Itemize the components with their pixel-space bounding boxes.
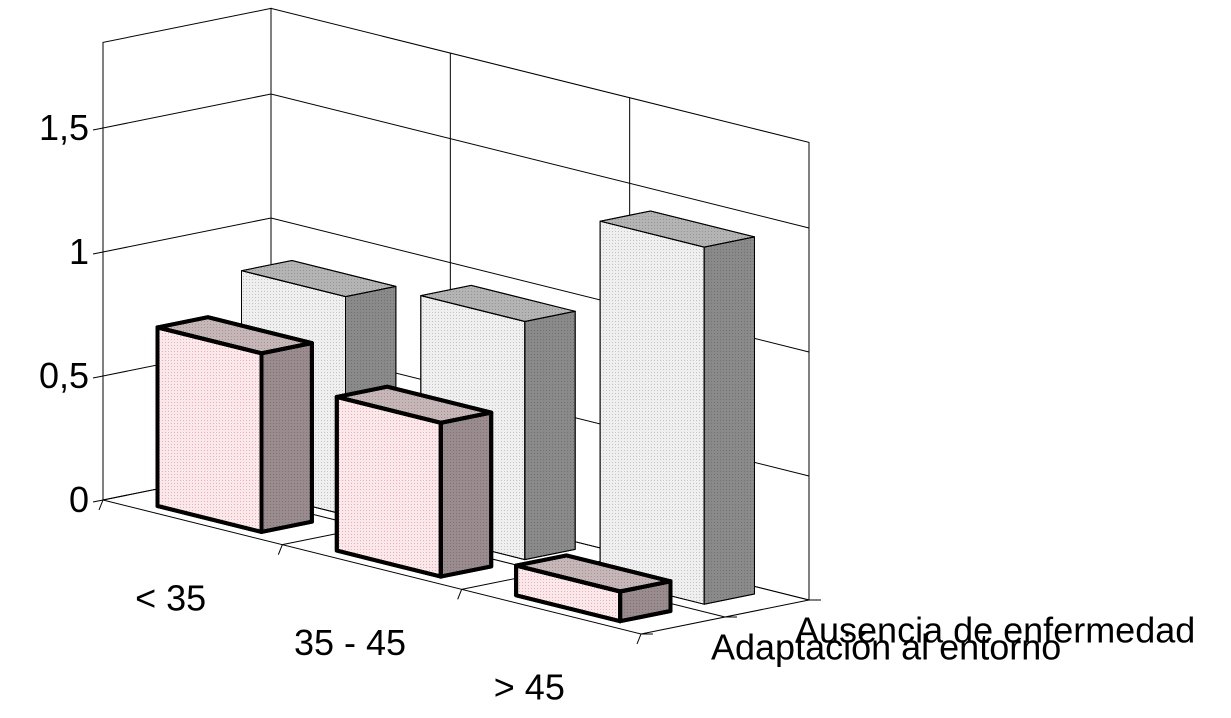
- bar-adaptacion: [334, 384, 494, 579]
- series-label: Adaptación al entorno: [711, 627, 1061, 668]
- bar-side-texture: [704, 236, 755, 605]
- bar-top-texture: [600, 211, 755, 248]
- bar-top-texture: [516, 555, 671, 592]
- y-axis-tick-labels: 0 0,5 1 1,5: [39, 107, 89, 520]
- bar-top-outline: [334, 384, 494, 425]
- y-tick-mark: [92, 127, 104, 131]
- x-axis-line: [102, 499, 642, 635]
- bar-top-outline: [420, 284, 576, 322]
- bar-front-texture: [600, 221, 705, 605]
- bar-front-texture: [516, 565, 621, 622]
- bar-top-texture: [336, 386, 492, 423]
- bar-top-texture: [157, 317, 312, 354]
- x-tick-mark: [98, 499, 104, 511]
- bar-side-texture: [261, 343, 312, 532]
- x-tick-mark: [457, 589, 463, 600]
- bar-front-texture: [157, 327, 262, 532]
- y-tick-label: 0: [69, 479, 89, 520]
- y-tick-label: 0,5: [39, 355, 89, 396]
- chart-axes: [92, 127, 821, 645]
- bar-top-outline: [599, 210, 755, 248]
- x-tick-mark: [636, 633, 642, 645]
- bar-front-texture: [336, 396, 441, 577]
- bar-top-outline: [155, 315, 314, 356]
- bar-side-texture: [620, 581, 671, 622]
- bar-top-texture: [241, 260, 396, 297]
- bar-ausencia: [599, 210, 755, 605]
- series-label: Ausencia de enfermedad: [795, 610, 1195, 651]
- y-tick-mark: [92, 499, 104, 503]
- x-tick-label: > 45: [494, 667, 565, 708]
- bar-adaptacion: [155, 315, 314, 534]
- bar-top-texture: [420, 285, 576, 322]
- bar-side-texture: [524, 311, 576, 560]
- y-tick-label: 1: [69, 231, 89, 272]
- bar-top-outline: [514, 553, 673, 594]
- y-gridline: [102, 93, 810, 229]
- bar-top-outline: [241, 260, 397, 298]
- y-tick-mark: [92, 251, 104, 255]
- bar-adaptacion: [514, 553, 673, 624]
- x-tick-mark: [277, 544, 283, 555]
- x-tick-label: < 35: [135, 577, 206, 618]
- bar-side-texture: [440, 412, 492, 577]
- chart-bars: [155, 210, 755, 624]
- y-tick-label: 1,5: [39, 107, 89, 148]
- y-tick-mark: [92, 375, 104, 379]
- x-axis-tick-labels: < 35 35 - 45 > 45: [135, 577, 565, 707]
- x-tick-label: 35 - 45: [294, 622, 406, 663]
